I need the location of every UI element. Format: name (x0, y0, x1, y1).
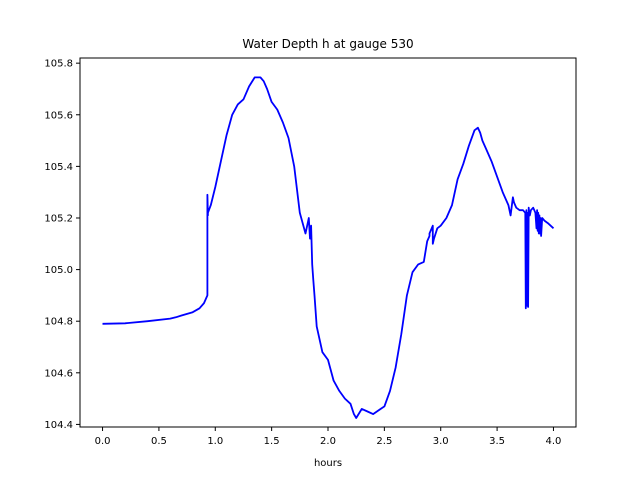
series-line (102, 76, 555, 419)
plot-frame (79, 57, 577, 428)
x-tick-label: 0.0 (95, 436, 111, 447)
y-tick-label: 104.8 (44, 317, 73, 328)
x-tick-label: 1.0 (207, 436, 223, 447)
y-tick-label: 105.2 (44, 213, 73, 224)
x-tick-label: 1.5 (264, 436, 280, 447)
y-tick-label: 104.6 (44, 368, 73, 379)
x-axis-label: hours (314, 458, 342, 469)
y-tick-label: 105.8 (44, 59, 73, 70)
series-group (102, 76, 555, 419)
x-axis: 0.0 0.5 1.0 1.5 2.0 2.5 3.0 3.5 4.0 (95, 427, 562, 447)
x-tick-label: 3.0 (433, 436, 449, 447)
chart-title: Water Depth h at gauge 530 (242, 37, 413, 51)
x-tick-label: 2.5 (376, 436, 392, 447)
y-tick-label: 105.4 (44, 162, 73, 173)
y-tick-label: 105.6 (44, 110, 73, 121)
y-tick-label: 104.4 (44, 420, 73, 431)
x-tick-label: 3.5 (489, 436, 505, 447)
x-tick-label: 4.0 (546, 436, 562, 447)
y-tick-label: 105.0 (44, 265, 73, 276)
y-axis: 104.4 104.6 104.8 105.0 105.2 105.4 105.6 105.8 (44, 59, 80, 431)
x-tick-label: 0.5 (151, 436, 167, 447)
x-tick-label: 2.0 (320, 436, 336, 447)
